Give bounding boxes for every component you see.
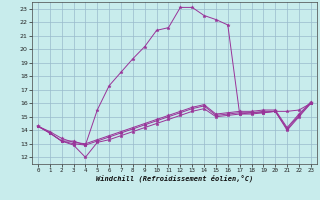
X-axis label: Windchill (Refroidissement éolien,°C): Windchill (Refroidissement éolien,°C) (96, 175, 253, 182)
